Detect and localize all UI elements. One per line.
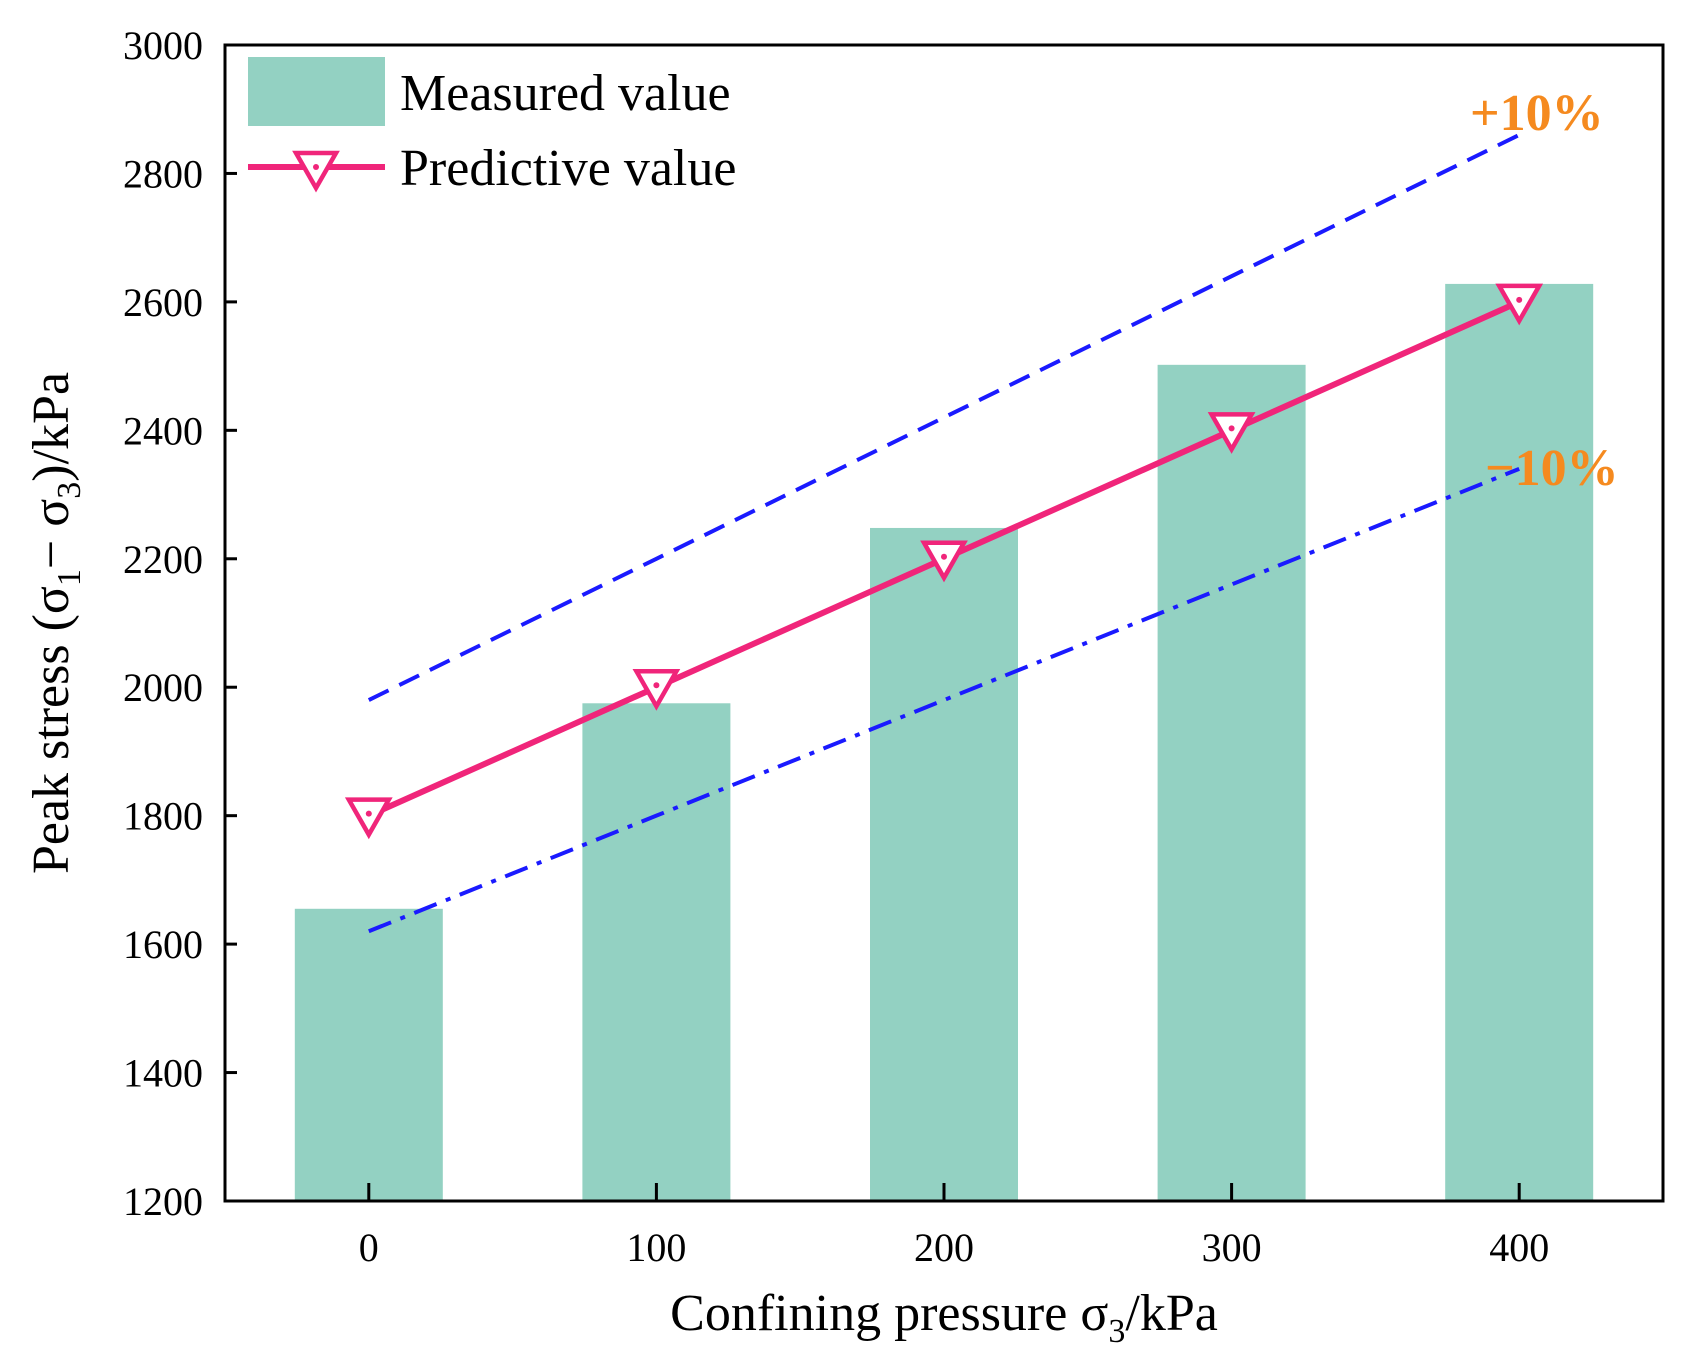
x-tick-label-0: 0 bbox=[359, 1225, 379, 1270]
x-axis-title-sub: 3 bbox=[1108, 1313, 1125, 1350]
y-tick-label-1200: 1200 bbox=[123, 1179, 203, 1224]
bars-layer bbox=[294, 283, 1594, 1201]
bar-measured-200 bbox=[870, 527, 1018, 1201]
predictive-point-200 bbox=[920, 540, 968, 583]
legend-predictive-triangle-icon bbox=[292, 150, 340, 193]
y-axis-title-sub2: 3 bbox=[51, 482, 88, 499]
y-axis: 1200 1400 1600 1800 2000 2200 2400 2600 2800 3000 bbox=[123, 23, 237, 1224]
bar-measured-0 bbox=[294, 908, 443, 1201]
x-tick-label-200: 200 bbox=[914, 1225, 974, 1270]
legend-predictive-marker bbox=[292, 150, 340, 193]
y-tick-label-1800: 1800 bbox=[123, 794, 203, 839]
bands-layer bbox=[367, 133, 1521, 934]
y-tick-label-3000: 3000 bbox=[123, 23, 203, 68]
lower-band-label: −10% bbox=[1485, 440, 1619, 497]
y-axis-title-unit: )/kPa bbox=[23, 372, 80, 482]
x-tick-label-100: 100 bbox=[626, 1225, 686, 1270]
legend-measured-swatch bbox=[248, 57, 385, 126]
upper-band-line bbox=[367, 133, 1521, 702]
lower-band-line bbox=[368, 467, 1520, 934]
y-axis-title-mid: − σ bbox=[23, 499, 80, 569]
x-axis: 0 100 200 300 400 bbox=[359, 1183, 1549, 1270]
y-tick-label-2400: 2400 bbox=[123, 408, 203, 453]
bar-measured-100 bbox=[582, 703, 731, 1201]
x-axis-title-unit: /kPa bbox=[1125, 1285, 1217, 1342]
y-tick-label-1600: 1600 bbox=[123, 922, 203, 967]
upper-band-label: +10% bbox=[1470, 85, 1604, 142]
y-tick-label-1400: 1400 bbox=[123, 1051, 203, 1096]
predictive-point-400 bbox=[1495, 283, 1544, 326]
y-axis-title: Peak stress (σ1− σ3)/kPa bbox=[23, 372, 88, 874]
x-tick-label-400: 400 bbox=[1489, 1225, 1549, 1270]
y-tick-label-2200: 2200 bbox=[123, 537, 203, 582]
x-tick-label-300: 300 bbox=[1202, 1225, 1262, 1270]
predictive-layer bbox=[344, 283, 1544, 840]
x-axis-title-main: Confining pressure σ bbox=[670, 1285, 1108, 1342]
y-axis-title-main: Peak stress (σ bbox=[23, 586, 80, 874]
legend: Measured value Predictive value bbox=[248, 57, 736, 197]
bar-measured-300 bbox=[1157, 364, 1306, 1201]
predictive-point-0 bbox=[344, 797, 393, 840]
predictive-point-100 bbox=[632, 668, 681, 711]
y-tick-label-2800: 2800 bbox=[123, 151, 203, 196]
legend-predictive-label: Predictive value bbox=[400, 140, 736, 197]
x-axis-title: Confining pressure σ3/kPa bbox=[670, 1285, 1218, 1350]
bar-measured-400 bbox=[1445, 283, 1594, 1201]
y-tick-label-2600: 2600 bbox=[123, 280, 203, 325]
predictive-point-300 bbox=[1207, 412, 1256, 454]
y-axis-title-sub1: 1 bbox=[51, 569, 88, 586]
y-tick-label-2000: 2000 bbox=[123, 665, 203, 710]
legend-measured-label: Measured value bbox=[400, 65, 731, 122]
